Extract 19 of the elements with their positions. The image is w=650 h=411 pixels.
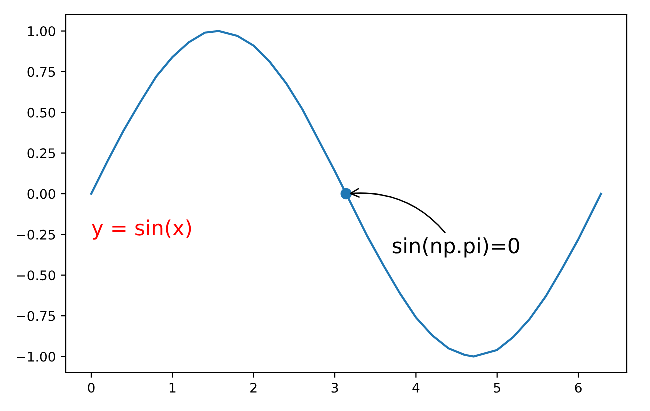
annotation: y = sin(x) — [92, 220, 192, 240]
y-tick-label: −0.25 — [17, 230, 56, 240]
y-tick-label: 0.25 — [28, 148, 56, 159]
x-tick-label: 6 — [575, 382, 582, 393]
x-tick-label: 3 — [332, 382, 338, 393]
x-tick-label: 5 — [494, 383, 500, 393]
x-tick-label: 4 — [412, 383, 420, 393]
x-tick-label: 0 — [88, 382, 95, 393]
y-tick-label: −0.75 — [17, 311, 56, 322]
y-tick-label: 0.75 — [28, 67, 56, 78]
x-tick-label: 1 — [170, 383, 176, 393]
y-tick-label: 1.00 — [28, 26, 56, 36]
annotation: sin(np.pi)=0 — [392, 238, 520, 258]
y-tick-label: 0.00 — [28, 189, 56, 200]
y-tick-label: −1.00 — [17, 352, 56, 362]
y-tick-label: −0.50 — [17, 270, 56, 281]
y-tick-label: 0.50 — [28, 108, 56, 118]
line-series — [90, 30, 602, 358]
x-tick-label: 2 — [250, 382, 257, 393]
